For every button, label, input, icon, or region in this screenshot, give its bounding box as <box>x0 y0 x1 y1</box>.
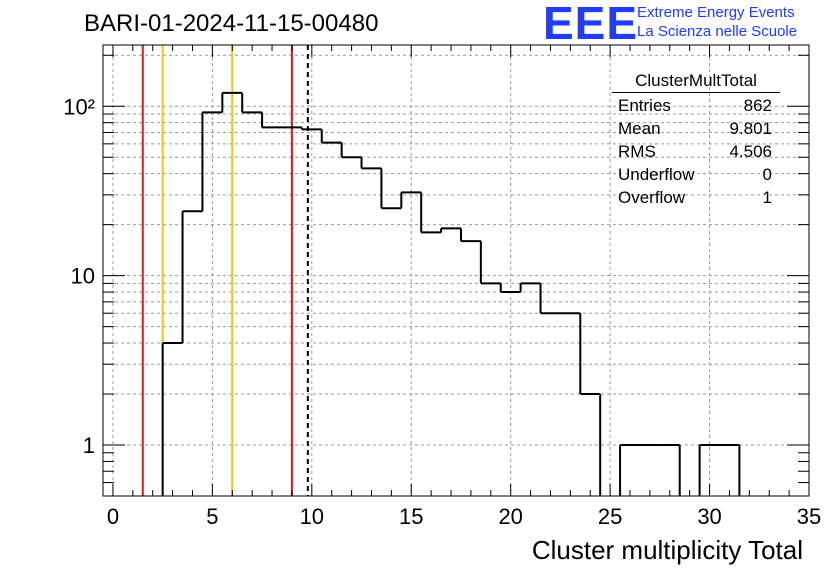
x-tick-label: 0 <box>107 504 119 529</box>
logo-line-1: Extreme Energy Events <box>637 4 795 21</box>
x-tick-label: 10 <box>300 504 324 529</box>
y-tick-label: 1 <box>83 433 95 458</box>
x-tick-label: 15 <box>399 504 423 529</box>
stats-box: ClusterMultTotal Entries 862 Mean 9.801 … <box>612 70 780 209</box>
stats-row-mean: Mean 9.801 <box>612 117 780 140</box>
stats-row-underflow: Underflow 0 <box>612 163 780 186</box>
x-tick-label: 20 <box>498 504 522 529</box>
stats-value: 1 <box>762 188 772 207</box>
stats-label: RMS <box>618 142 656 161</box>
y-tick-label: 10 <box>71 264 95 289</box>
stats-value: 9.801 <box>729 119 772 138</box>
x-axis-label: Cluster multiplicity Total <box>531 535 803 565</box>
stats-label: Mean <box>618 119 661 138</box>
stats-value: 0 <box>762 165 772 184</box>
stats-title: ClusterMultTotal <box>612 70 780 93</box>
y-tick-label: 10² <box>63 94 95 119</box>
x-tick-label: 25 <box>598 504 622 529</box>
x-tick-label: 35 <box>797 504 821 529</box>
stats-label: Underflow <box>618 165 695 184</box>
stats-row-entries: Entries 862 <box>612 94 780 117</box>
stats-row-overflow: Overflow 1 <box>612 186 780 209</box>
stats-label: Entries <box>618 96 671 115</box>
run-title: BARI-01-2024-11-15-00480 <box>84 10 379 37</box>
eee-logo: EEE <box>543 0 639 49</box>
x-tick-label: 30 <box>697 504 721 529</box>
stats-row-rms: RMS 4.506 <box>612 140 780 163</box>
logo-line-2: La Scienza nelle Scuole <box>637 23 798 40</box>
stats-label: Overflow <box>618 188 686 207</box>
plot-frame <box>102 44 810 497</box>
stats-value: 4.506 <box>729 142 772 161</box>
stats-value: 862 <box>743 96 772 115</box>
x-tick-label: 5 <box>206 504 218 529</box>
